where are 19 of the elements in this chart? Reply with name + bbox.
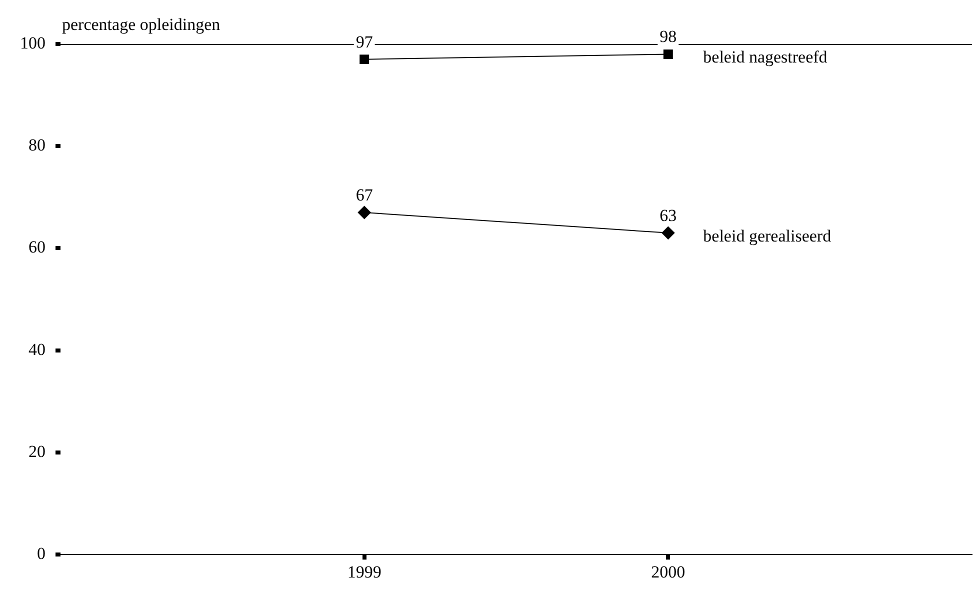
- x-tick-label: 2000: [651, 562, 686, 582]
- data-label: 97: [356, 32, 374, 52]
- point: [662, 226, 675, 240]
- data-label: 67: [356, 185, 374, 204]
- data-label: 98: [660, 27, 677, 46]
- y-tick-label: 40: [28, 340, 46, 359]
- point: [360, 54, 370, 64]
- point: [663, 49, 673, 59]
- y-axis-title: percentage opleidingen: [62, 14, 221, 34]
- y-tick-label: 80: [28, 136, 46, 155]
- y-tick-label: 100: [20, 33, 46, 52]
- point: [358, 206, 371, 219]
- series-label: beleid gerealiseerd: [703, 226, 832, 246]
- y-tick-label: 20: [28, 442, 46, 461]
- data-label: 63: [660, 206, 677, 225]
- x-tick-label: 1999: [347, 562, 382, 582]
- y-tick-label: 0: [37, 544, 46, 564]
- series-label: beleid nagestreefd: [703, 48, 828, 67]
- y-tick-label: 60: [28, 238, 46, 257]
